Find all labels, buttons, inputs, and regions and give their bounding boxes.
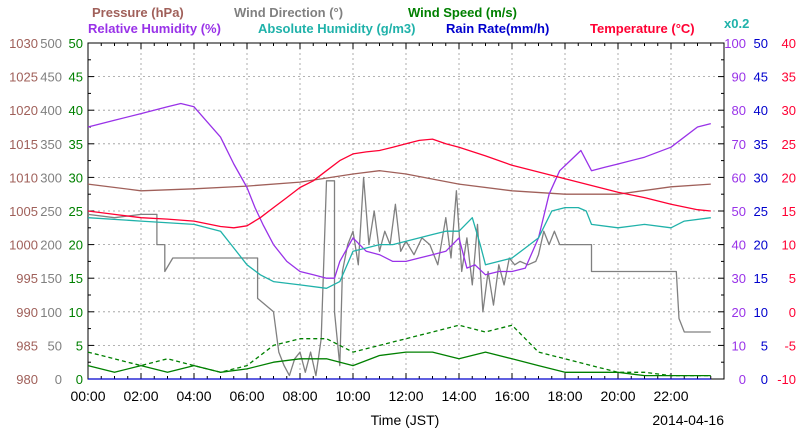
series-absolute-humidity: [87, 206, 711, 289]
series-lines: [87, 102, 711, 380]
y-tick-label-pressure: 1000: [9, 238, 38, 253]
y-tick-label-relative-humidity: 60: [732, 170, 746, 185]
y-tick-label-wind-speed: 15: [69, 271, 83, 286]
y-tick-label-rain-rate: 10: [754, 305, 768, 320]
grid: [88, 43, 724, 379]
x-tick-label: 10:00: [335, 388, 370, 404]
y-tick-label-wind-direction: 350: [40, 137, 62, 152]
y-tick-label-wind-speed: 45: [69, 70, 83, 85]
y-tick-label-rain-rate: 25: [754, 204, 768, 219]
y-tick-label-rain-rate: 5: [761, 338, 768, 353]
x-tick-label: 04:00: [176, 388, 211, 404]
y-tick-label-pressure: 1010: [9, 170, 38, 185]
y-tick-label-relative-humidity: 20: [732, 305, 746, 320]
y-tick-label-pressure: 990: [16, 305, 38, 320]
legend-absolute-humidity: Absolute Humidity (g/m3): [258, 21, 415, 36]
y-tick-label-pressure: 1020: [9, 103, 38, 118]
x-tick-label: 02:00: [123, 388, 158, 404]
x-tick-label: 14:00: [441, 388, 476, 404]
series-pressure: [87, 170, 711, 195]
y-tick-label-rain-rate: 40: [754, 103, 768, 118]
y-tick-label-relative-humidity: 80: [732, 103, 746, 118]
y-tick-label-wind-direction: 400: [40, 103, 62, 118]
y-tick-label-relative-humidity: 50: [732, 204, 746, 219]
y-tick-label-wind-speed: 50: [69, 36, 83, 51]
y-tick-label-temperature: 10: [782, 238, 796, 253]
y-tick-label-wind-direction: 150: [40, 271, 62, 286]
y-tick-label-temperature: 25: [782, 137, 796, 152]
y-tick-label-temperature: 35: [782, 70, 796, 85]
y-tick-label-wind-direction: 50: [48, 338, 62, 353]
x-tick-label: 00:00: [70, 388, 105, 404]
y-tick-label-temperature: 40: [782, 36, 796, 51]
y-tick-label-pressure: 1025: [9, 70, 38, 85]
y-tick-label-relative-humidity: 0: [739, 372, 746, 387]
y-tick-label-wind-speed: 40: [69, 103, 83, 118]
y-tick-label-relative-humidity: 10: [732, 338, 746, 353]
y-tick-label-relative-humidity: 90: [732, 70, 746, 85]
y-tick-label-relative-humidity: 70: [732, 137, 746, 152]
y-tick-label-wind-direction: 500: [40, 36, 62, 51]
y-tick-label-relative-humidity: 40: [732, 238, 746, 253]
y-tick-label-temperature: 30: [782, 103, 796, 118]
x-tick-label: 18:00: [547, 388, 582, 404]
y-tick-label-wind-direction: 450: [40, 70, 62, 85]
y-tick-label-wind-speed: 20: [69, 238, 83, 253]
y-tick-label-wind-speed: 25: [69, 204, 83, 219]
x-tick-label: 12:00: [388, 388, 423, 404]
y-tick-label-pressure: 985: [16, 338, 38, 353]
series-wind-speed: [87, 351, 711, 377]
y-tick-label-pressure: 1005: [9, 204, 38, 219]
legend-wind-direction: Wind Direction (°): [234, 5, 343, 20]
y-tick-label-rain-rate: 15: [754, 271, 768, 286]
x-axis-label: Time (JST): [371, 412, 440, 428]
y-tick-label-temperature: 20: [782, 170, 796, 185]
y-tick-label-rain-rate: 30: [754, 170, 768, 185]
legend-abs-humidity-scale: x0.2: [724, 16, 749, 31]
x-tick-label: 06:00: [229, 388, 264, 404]
y-tick-label-rain-rate: 0: [761, 372, 768, 387]
y-tick-label-wind-speed: 35: [69, 137, 83, 152]
y-tick-label-relative-humidity: 100: [724, 36, 746, 51]
legend-temperature: Temperature (°C): [590, 21, 695, 36]
series-wind-speed-gust: [87, 324, 711, 377]
legend-rain-rate: Rain Rate(mm/h): [446, 21, 549, 36]
series-relative-humidity: [87, 102, 711, 279]
y-tick-label-wind-direction: 0: [55, 372, 62, 387]
y-tick-label-temperature: 5: [789, 271, 796, 286]
y-tick-label-temperature: 0: [789, 305, 796, 320]
y-tick-label-relative-humidity: 30: [732, 271, 746, 286]
x-tick-label: 20:00: [600, 388, 635, 404]
y-tick-label-wind-direction: 300: [40, 170, 62, 185]
axis-ticks: 00:00 02:00 04:00 06:00 08:00 10:00 12:00 14:00…: [9, 36, 796, 404]
y-tick-label-wind-speed: 5: [76, 338, 83, 353]
x-tick-label: 08:00: [282, 388, 317, 404]
y-tick-label-temperature: -10: [777, 372, 796, 387]
y-tick-label-wind-direction: 250: [40, 204, 62, 219]
legend-pressure: Pressure (hPa): [92, 5, 184, 20]
legend-relative-humidity: Relative Humidity (%): [88, 21, 221, 36]
y-tick-label-pressure: 980: [16, 372, 38, 387]
x-tick-label: 16:00: [494, 388, 529, 404]
y-tick-label-pressure: 1015: [9, 137, 38, 152]
legend-wind-speed: Wind Speed (m/s): [408, 5, 517, 20]
y-tick-label-rain-rate: 20: [754, 238, 768, 253]
y-tick-label-pressure: 995: [16, 271, 38, 286]
x-tick-label: 22:00: [653, 388, 688, 404]
series-temperature: [87, 138, 711, 229]
y-tick-label-wind-speed: 10: [69, 305, 83, 320]
y-tick-label-wind-speed: 0: [76, 372, 83, 387]
y-tick-label-wind-direction: 200: [40, 238, 62, 253]
y-tick-label-temperature: 15: [782, 204, 796, 219]
y-tick-label-rain-rate: 50: [754, 36, 768, 51]
y-tick-label-pressure: 1030: [9, 36, 38, 51]
y-tick-label-temperature: -5: [784, 338, 796, 353]
y-tick-label-rain-rate: 45: [754, 70, 768, 85]
y-tick-label-wind-direction: 100: [40, 305, 62, 320]
y-tick-label-wind-speed: 30: [69, 170, 83, 185]
chart-date: 2014-04-16: [652, 412, 724, 428]
y-tick-label-rain-rate: 35: [754, 137, 768, 152]
series-wind-direction: [87, 176, 711, 377]
